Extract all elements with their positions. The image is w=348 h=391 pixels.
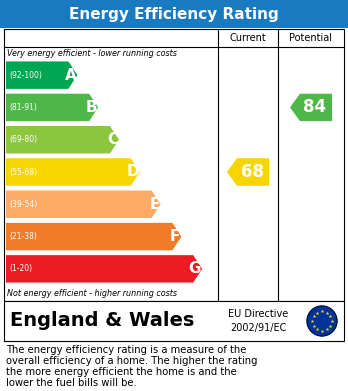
Polygon shape: [6, 61, 77, 89]
Text: (92-100): (92-100): [9, 71, 42, 80]
Text: England & Wales: England & Wales: [10, 312, 195, 330]
Text: G: G: [189, 261, 201, 276]
Polygon shape: [290, 94, 332, 121]
Polygon shape: [227, 158, 269, 186]
Polygon shape: [6, 94, 98, 121]
Text: overall efficiency of a home. The higher the rating: overall efficiency of a home. The higher…: [6, 356, 258, 366]
Text: (21-38): (21-38): [9, 232, 37, 241]
Text: (81-91): (81-91): [9, 103, 37, 112]
Bar: [0, 0, 348, 28]
Polygon shape: [6, 190, 160, 218]
Text: C: C: [107, 132, 118, 147]
Text: Current: Current: [230, 33, 266, 43]
Text: F: F: [170, 229, 180, 244]
Polygon shape: [6, 223, 181, 250]
Text: 84: 84: [303, 99, 326, 117]
Text: The energy efficiency rating is a measure of the: The energy efficiency rating is a measur…: [6, 345, 246, 355]
Text: Not energy efficient - higher running costs: Not energy efficient - higher running co…: [7, 289, 177, 298]
Text: lower the fuel bills will be.: lower the fuel bills will be.: [6, 378, 137, 388]
Text: A: A: [65, 68, 77, 83]
Text: Very energy efficient - lower running costs: Very energy efficient - lower running co…: [7, 50, 177, 59]
Bar: [4, 29, 344, 301]
Text: E: E: [149, 197, 160, 212]
Text: Energy Efficiency Rating: Energy Efficiency Rating: [69, 7, 279, 22]
Text: EU Directive: EU Directive: [228, 309, 288, 319]
Circle shape: [307, 306, 337, 336]
Text: D: D: [126, 165, 139, 179]
Text: (69-80): (69-80): [9, 135, 37, 144]
Text: (55-68): (55-68): [9, 167, 37, 176]
Polygon shape: [6, 255, 202, 283]
Text: Potential: Potential: [290, 33, 332, 43]
Text: (1-20): (1-20): [9, 264, 32, 273]
Text: (39-54): (39-54): [9, 200, 37, 209]
Text: 2002/91/EC: 2002/91/EC: [230, 323, 286, 333]
Polygon shape: [6, 158, 140, 186]
Text: B: B: [86, 100, 97, 115]
Polygon shape: [6, 126, 119, 153]
Text: the more energy efficient the home is and the: the more energy efficient the home is an…: [6, 367, 237, 377]
Text: 68: 68: [240, 163, 263, 181]
Bar: [4, 301, 344, 341]
